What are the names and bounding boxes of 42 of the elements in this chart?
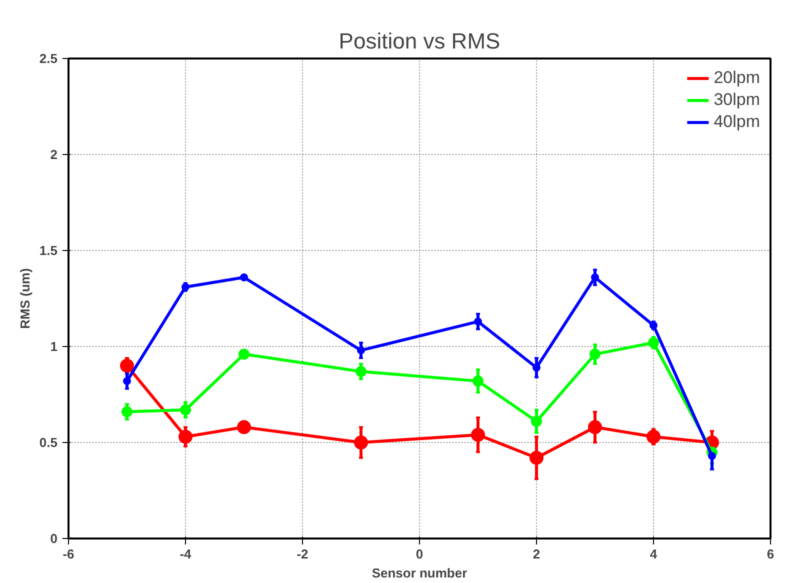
x-tick-label: -4 — [180, 546, 192, 562]
y-tick-label: 1 — [50, 339, 58, 354]
point — [590, 348, 600, 360]
point — [123, 377, 131, 386]
point — [646, 430, 660, 444]
point — [122, 406, 132, 418]
y-tick-label: 2.5 — [39, 51, 58, 66]
legend-label: 20lpm — [714, 68, 760, 88]
y-tick-label: 0 — [50, 531, 58, 546]
point — [474, 318, 482, 326]
legend-label: 40lpm — [714, 112, 760, 132]
x-tick-label: -6 — [62, 546, 74, 562]
x-tick-label: 0 — [416, 546, 424, 562]
point — [357, 346, 365, 354]
point — [471, 428, 485, 442]
y-tick-label: 2 — [50, 147, 58, 162]
x-tick-label: 4 — [650, 546, 658, 562]
x-tick-label: -2 — [296, 546, 308, 562]
x-axis-title: Sensor number — [372, 566, 468, 580]
point — [648, 337, 659, 348]
chart-title: Position vs RMS — [338, 28, 500, 54]
y-tick-label: 1.5 — [39, 243, 58, 258]
point — [237, 420, 251, 434]
point — [240, 273, 248, 282]
y-tick-label: 0.5 — [39, 435, 58, 450]
x-tick-label: 6 — [766, 546, 774, 562]
y-axis-title: RMS (um) — [17, 268, 32, 329]
point — [591, 273, 599, 282]
point — [530, 450, 544, 465]
point — [708, 452, 716, 460]
x-tick-label: 2 — [532, 546, 540, 562]
point — [180, 404, 191, 416]
point — [120, 358, 134, 373]
point — [472, 376, 484, 387]
point — [356, 366, 366, 377]
point — [531, 416, 542, 427]
point — [238, 348, 250, 360]
legend-label: 30lpm — [714, 90, 760, 110]
point — [532, 364, 540, 372]
point — [588, 420, 602, 434]
point — [354, 436, 368, 450]
point — [178, 430, 192, 444]
